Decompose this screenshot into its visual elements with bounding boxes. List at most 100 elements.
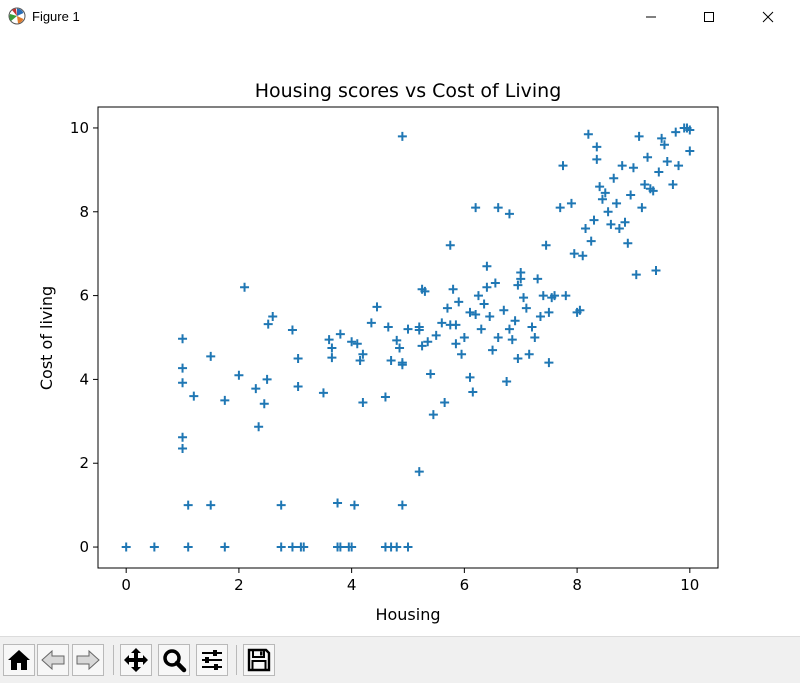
save-icon bbox=[247, 648, 271, 672]
pan-button[interactable] bbox=[120, 644, 152, 676]
pan-icon bbox=[124, 648, 148, 672]
data-point bbox=[578, 251, 588, 261]
data-point bbox=[335, 542, 345, 552]
data-point bbox=[414, 322, 424, 332]
data-point bbox=[459, 333, 469, 342]
data-point bbox=[386, 356, 396, 366]
data-point bbox=[420, 286, 430, 296]
data-point bbox=[671, 127, 681, 137]
close-button[interactable] bbox=[745, 0, 791, 34]
toolbar-separator bbox=[113, 645, 114, 675]
data-point bbox=[530, 333, 540, 342]
home-button[interactable] bbox=[3, 644, 35, 676]
data-point bbox=[657, 133, 667, 143]
data-point bbox=[521, 303, 531, 313]
data-point bbox=[513, 280, 523, 290]
home-icon bbox=[8, 650, 30, 670]
data-point bbox=[609, 173, 619, 183]
data-point bbox=[519, 293, 529, 303]
data-point bbox=[685, 125, 695, 135]
data-point bbox=[637, 203, 647, 213]
data-point bbox=[473, 291, 483, 301]
data-point bbox=[276, 500, 286, 510]
data-point bbox=[347, 542, 357, 552]
minimize-icon bbox=[646, 16, 656, 18]
data-point bbox=[575, 305, 585, 315]
forward-button[interactable] bbox=[72, 644, 104, 676]
data-point bbox=[485, 312, 495, 322]
data-point bbox=[220, 395, 230, 405]
data-point bbox=[121, 542, 131, 552]
data-point bbox=[628, 163, 638, 173]
data-point bbox=[524, 349, 534, 359]
y-tick-label: 6 bbox=[79, 287, 89, 305]
configure-subplots-icon bbox=[202, 650, 222, 670]
zoom-icon bbox=[163, 649, 187, 673]
data-point bbox=[631, 270, 641, 280]
data-point bbox=[206, 351, 216, 361]
data-point bbox=[493, 203, 503, 213]
data-point bbox=[263, 319, 273, 329]
data-point bbox=[392, 335, 402, 345]
data-point bbox=[569, 249, 579, 259]
scatter-chart: Housing scores vs Cost of Living Housing… bbox=[37, 80, 719, 624]
data-point bbox=[651, 265, 661, 275]
data-point bbox=[654, 167, 664, 177]
data-point bbox=[533, 274, 543, 284]
data-point bbox=[614, 224, 624, 234]
data-point bbox=[581, 224, 591, 234]
x-tick-label: 8 bbox=[572, 576, 582, 594]
data-point bbox=[183, 500, 193, 510]
data-point bbox=[383, 322, 393, 332]
data-point bbox=[358, 349, 368, 359]
data-point bbox=[482, 261, 492, 271]
data-point bbox=[347, 337, 357, 347]
axis-ticks: 0 2 4 6 8 10 0 2 4 6 8 10 bbox=[70, 119, 699, 594]
data-point bbox=[527, 322, 537, 332]
data-point bbox=[516, 268, 526, 278]
maximize-button[interactable] bbox=[686, 0, 732, 34]
data-point bbox=[479, 299, 489, 309]
data-point bbox=[178, 334, 188, 344]
data-point bbox=[352, 339, 362, 349]
plot-frame bbox=[97, 106, 719, 569]
data-point bbox=[595, 182, 605, 192]
back-button[interactable] bbox=[37, 644, 69, 676]
data-point bbox=[220, 542, 230, 552]
data-point bbox=[457, 349, 467, 359]
toolbar-separator bbox=[236, 645, 237, 675]
data-point bbox=[397, 131, 407, 141]
minimize-button[interactable] bbox=[628, 0, 674, 34]
data-point bbox=[431, 330, 441, 340]
data-point bbox=[507, 335, 517, 345]
configure-subplots-button[interactable] bbox=[196, 644, 228, 676]
data-point bbox=[566, 198, 576, 208]
data-point bbox=[662, 156, 672, 166]
data-point bbox=[668, 180, 678, 190]
data-point bbox=[327, 343, 337, 353]
data-point bbox=[640, 180, 650, 190]
data-point bbox=[293, 353, 303, 363]
save-button[interactable] bbox=[243, 644, 275, 676]
zoom-button[interactable] bbox=[158, 644, 190, 676]
data-point bbox=[465, 307, 475, 317]
data-point bbox=[513, 353, 523, 363]
back-icon bbox=[41, 649, 65, 671]
data-point bbox=[423, 337, 433, 347]
data-point bbox=[287, 325, 297, 335]
data-point bbox=[504, 324, 514, 334]
data-point bbox=[510, 316, 520, 326]
data-point bbox=[445, 240, 455, 250]
data-point bbox=[380, 392, 390, 402]
data-point bbox=[299, 542, 309, 552]
data-point bbox=[178, 363, 188, 373]
data-point bbox=[603, 207, 613, 217]
figure-canvas[interactable]: Housing scores vs Cost of Living Housing… bbox=[0, 34, 800, 636]
data-point bbox=[183, 542, 193, 552]
data-point bbox=[417, 341, 427, 351]
data-point bbox=[324, 335, 334, 345]
data-point bbox=[426, 369, 436, 379]
data-point bbox=[355, 356, 365, 366]
data-point bbox=[685, 146, 695, 156]
data-point bbox=[592, 142, 602, 152]
